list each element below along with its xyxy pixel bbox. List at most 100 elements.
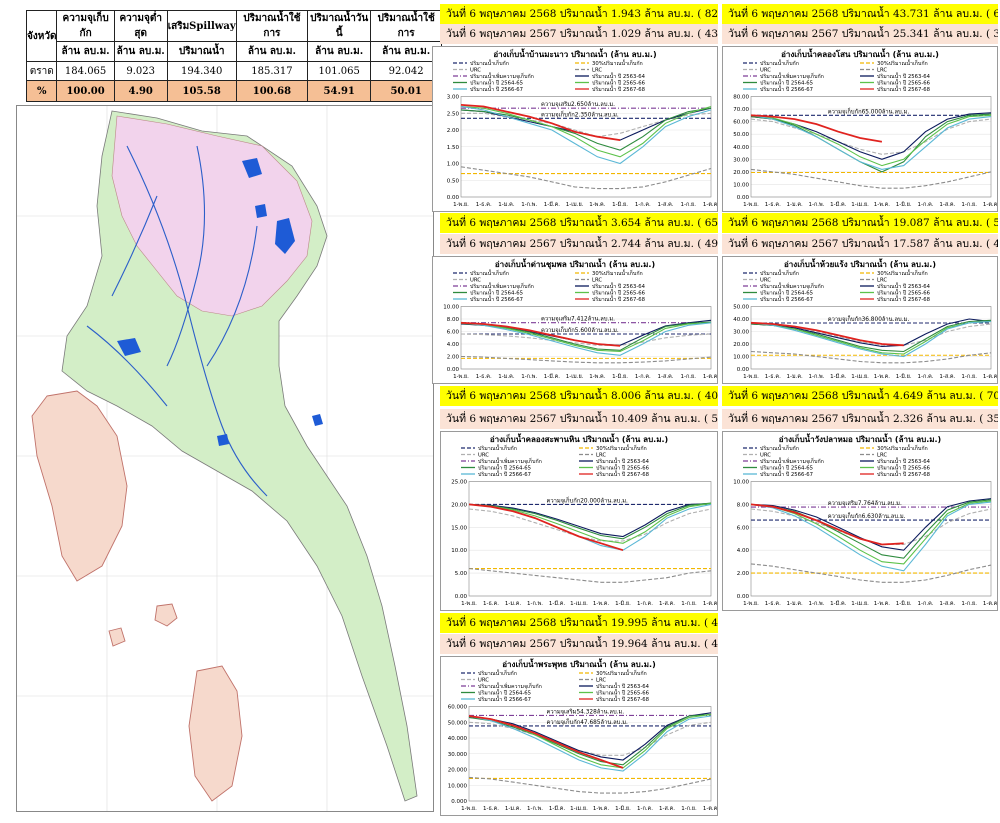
unit-cell: ล้าน ลบ.ม. — [113, 41, 168, 62]
legend-entry: ปริมาณน้ำ ปี 2563-64 — [592, 72, 646, 80]
status-banner: วันที่ 6 พฤษภาคม 2567 ปริมาณน้ำ 10.409 ล… — [440, 409, 718, 429]
series-lrc — [750, 563, 992, 583]
x-tick-label: 1-พ.ย. — [453, 374, 469, 380]
legend-entry: ปริมาณน้ำ ปี 2563-64 — [592, 282, 646, 290]
legend-entry: ปริมาณน้ำ ปี 2566-67 — [760, 295, 813, 303]
legend-entry: ปริมาณน้ำ ปี 2564-65 — [760, 289, 813, 297]
y-tick-label: 60.00 — [733, 120, 749, 126]
y-tick-label: 10.00 — [733, 355, 749, 361]
legend-entry: 30%ปริมาณน้ำเก็บกัก — [877, 59, 928, 67]
legend-entry: ปริมาณน้ำเก็บกัก — [760, 59, 799, 67]
x-tick-label: 1-มิ.ย. — [896, 600, 912, 607]
series-y6465 — [460, 107, 712, 151]
percent-cell: 4.90 — [113, 80, 168, 102]
y-tick-label: 40.00 — [733, 145, 749, 151]
x-tick-label: 1-ก.พ. — [808, 374, 824, 380]
header-capacity: ความจุเก็บกัก — [56, 10, 115, 42]
x-tick-label: 1-ส.ค. — [939, 600, 955, 607]
plot-frame — [468, 481, 712, 597]
x-tick-label: 1-ก.ย. — [681, 601, 697, 607]
capacity-annotation: ความจุเสริม54.328ล้าน.ลบ.ม. — [546, 708, 624, 715]
x-tick-label: 1-พ.ย. — [461, 806, 477, 812]
plot-frame — [750, 96, 992, 198]
x-tick-label: 1-ก.พ. — [527, 601, 543, 607]
x-tick-label: 1-ก.ค. — [635, 202, 651, 208]
status-banner: วันที่ 6 พฤษภาคม 2568 ปริมาณน้ำ 19.087 ล… — [722, 213, 998, 233]
plot-frame — [750, 306, 992, 370]
y-tick-label: 2.00 — [737, 571, 750, 577]
legend-entry: ปริมาณน้ำ ปี 2565-66 — [877, 79, 931, 87]
x-tick-label: 1-เม.ย. — [566, 374, 584, 380]
y-tick-label: 4.00 — [737, 548, 750, 554]
chart-title: อ่างเก็บน้ำคลองโสน ปริมาณน้ำ (ล้าน ลบ.ม.… — [781, 48, 939, 59]
legend-entry: ปริมาณน้ำเพิ่มความจุเก็บกัก — [470, 72, 534, 80]
x-tick-label: 1-ธ.ค. — [476, 201, 492, 208]
rivers — [86, 145, 268, 497]
y-tick-label: 1.50 — [447, 145, 460, 151]
capacity-annotation: ความจุเก็บกัก6.630ล้าน.ลบ.ม. — [828, 511, 906, 520]
x-tick-label: 1-พ.ค. — [874, 374, 891, 380]
capacity-annotation: ความจุเก็บกัก36.800ล้าน.ลบ.ม. — [828, 314, 910, 323]
capacity-annotation: ความจุเก็บกัก47.685ล้าน.ลบ.ม. — [546, 717, 628, 726]
x-tick-label: 1-ธ.ค. — [476, 373, 492, 380]
percent-cell: 50.01 — [370, 80, 442, 102]
legend-entry: ปริมาณน้ำ ปี 2566-67 — [760, 470, 813, 478]
legend-entry: ปริมาณน้ำ ปี 2566-67 — [478, 695, 531, 703]
value-cell: 101.065 — [307, 61, 372, 81]
legend-entry: 30%ปริมาณน้ำเก็บกัก — [596, 444, 647, 452]
legend-entry: LRC — [877, 453, 887, 459]
y-tick-label: 50.00 — [733, 305, 749, 311]
legend-entry: URC — [470, 278, 481, 284]
legend-entry: 30%ปริมาณน้ำเก็บกัก — [592, 59, 643, 67]
x-tick-label: 1-ก.ย. — [961, 374, 977, 380]
value-cell: 185.317 — [235, 61, 309, 81]
x-tick-label: 1-ส.ค. — [658, 373, 674, 380]
series-lrc — [750, 168, 992, 189]
legend-entry: ปริมาณน้ำ ปี 2567-68 — [592, 85, 646, 93]
x-tick-label: 1-ก.พ. — [521, 374, 537, 380]
province-map — [16, 105, 434, 812]
y-tick-label: 0.00 — [737, 594, 750, 600]
chart-wang-pla-mo: อ่างเก็บน้ำวังปลาหมอ ปริมาณน้ำ (ล้าน ลบ.… — [722, 431, 998, 611]
series-urc — [468, 721, 712, 756]
y-tick-label: 10.00 — [733, 480, 749, 486]
x-tick-label: 1-เม.ย. — [851, 601, 869, 607]
y-tick-label: 3.00 — [447, 95, 460, 101]
y-tick-label: 0.00 — [455, 594, 468, 600]
y-tick-label: 70.00 — [733, 107, 749, 113]
map-graphic — [17, 106, 433, 811]
status-banner: วันที่ 6 พฤษภาคม 2568 ปริมาณน้ำ 43.731 ล… — [722, 4, 998, 24]
unit-cell: ล้าน ลบ.ม. — [235, 41, 309, 62]
x-tick-label: 1-มิ.ย. — [615, 600, 631, 607]
x-tick-label: 1-ม.ค. — [786, 601, 803, 607]
x-tick-label: 1-พ.ค. — [874, 601, 891, 607]
x-tick-label: 1-ธ.ค. — [483, 805, 499, 812]
legend-entry: ปริมาณน้ำ ปี 2563-64 — [596, 457, 650, 465]
legend-entry: URC — [478, 453, 489, 459]
legend-entry: ปริมาณน้ำ ปี 2565-66 — [596, 689, 650, 697]
x-tick-label: 1-ม.ค. — [505, 806, 522, 812]
series-y6465 — [750, 113, 992, 173]
x-tick-label: 1-เม.ย. — [570, 806, 588, 812]
x-tick-label: 1-ธ.ค. — [765, 600, 781, 607]
x-tick-label: 1-ต.ค. — [703, 601, 717, 607]
capacity-annotation: ความจุเสริม7.764ล้าน.ลบ.ม. — [828, 500, 902, 507]
x-tick-label: 1-ธ.ค. — [765, 201, 781, 208]
legend-entry: ปริมาณน้ำเก็บกัก — [470, 269, 509, 277]
y-tick-label: 40.00 — [733, 317, 749, 323]
x-tick-label: 1-พ.ค. — [593, 601, 610, 607]
legend-entry: ปริมาณน้ำ ปี 2566-67 — [470, 295, 523, 303]
legend-entry: LRC — [592, 68, 602, 74]
legend-entry: ปริมาณน้ำเพิ่มความจุเก็บกัก — [760, 457, 824, 465]
status-banner: วันที่ 6 พฤษภาคม 2568 ปริมาณน้ำ 8.006 ล้… — [440, 386, 718, 406]
legend-entry: ปริมาณน้ำเพิ่มความจุเก็บกัก — [478, 457, 542, 465]
x-tick-label: 1-ก.ค. — [918, 601, 934, 607]
x-tick-label: 1-พ.ค. — [874, 202, 891, 208]
legend-entry: ปริมาณน้ำ ปี 2563-64 — [596, 682, 650, 690]
x-tick-label: 1-มิ.ย. — [896, 201, 912, 208]
x-tick-label: 1-พ.ย. — [461, 601, 477, 607]
y-tick-label: 6.00 — [447, 330, 460, 336]
x-tick-label: 1-ส.ค. — [659, 805, 675, 812]
x-tick-label: 1-ม.ค. — [498, 374, 515, 380]
legend-entry: ปริมาณน้ำ ปี 2564-65 — [470, 79, 523, 87]
